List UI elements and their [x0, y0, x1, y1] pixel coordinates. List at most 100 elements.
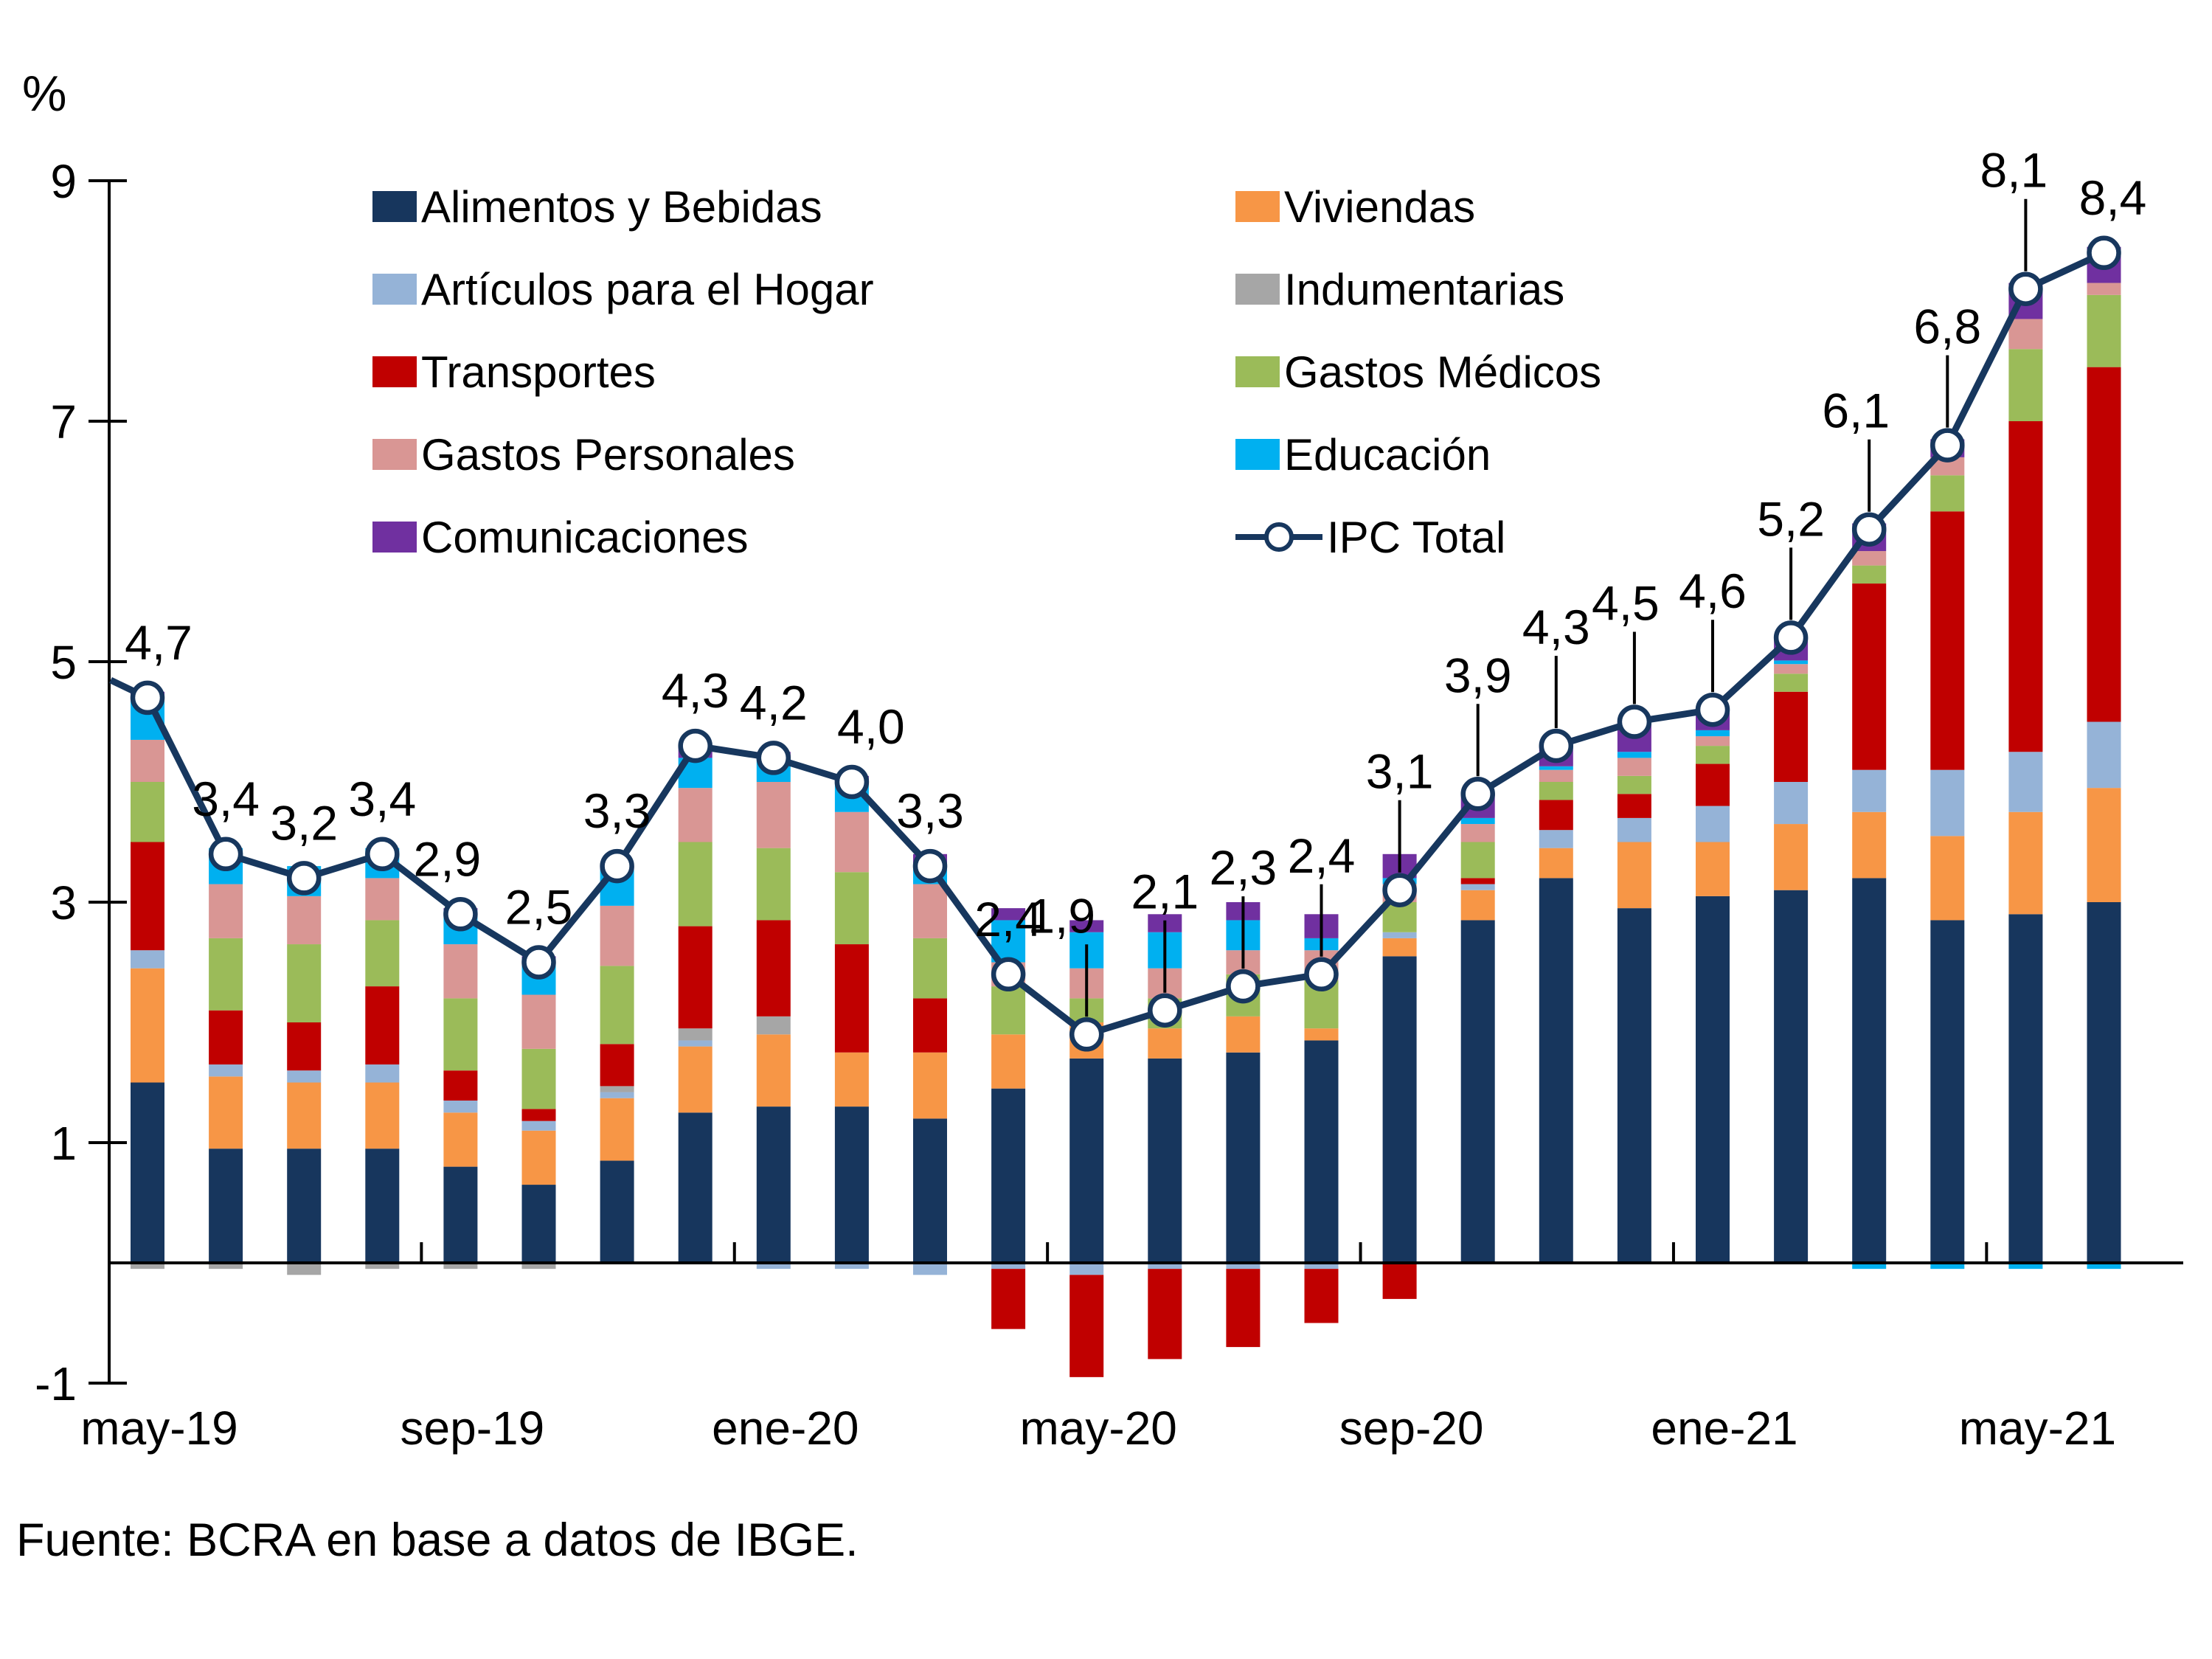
ipc-marker — [600, 848, 634, 884]
bar-segment-jul-19-4 — [287, 1022, 322, 1071]
ipc-marker — [1304, 957, 1339, 992]
bar-segment-may-21-2 — [2008, 752, 2043, 812]
bar-segment-jun-19-6 — [209, 884, 243, 938]
bar-segment-oct-20-7 — [1460, 817, 1495, 825]
bar-segment-nov-19-0 — [600, 1160, 634, 1263]
y-tick-label: -1 — [35, 1357, 77, 1410]
bar-segment-dic-19-2 — [678, 1040, 713, 1047]
bar-segment-ene-20-3 — [756, 1016, 791, 1035]
bar-segment-feb-20-1 — [834, 1052, 869, 1107]
ipc-value-label: 3,3 — [896, 783, 964, 838]
bar-segment-sep-20-4 — [1382, 1263, 1417, 1299]
bar-segment-jun-19-2 — [209, 1064, 243, 1077]
bar-segment-sep-19-0 — [443, 1166, 478, 1263]
bar-segment-mar-20-0 — [913, 1118, 947, 1263]
bar-segment-oct-19-0 — [521, 1185, 556, 1263]
bar-segment-oct-20-0 — [1460, 920, 1495, 1263]
x-tick-label: may-19 — [80, 1402, 238, 1455]
bar-segment-abr-21-4 — [1930, 511, 1965, 770]
x-tick-label: may-21 — [1959, 1402, 2116, 1455]
x-tick-label: ene-20 — [712, 1402, 859, 1455]
bar-segment-abr-21-7 — [1930, 1263, 1965, 1270]
ipc-marker — [912, 848, 948, 884]
bar-segment-may-20-0 — [1069, 1058, 1104, 1263]
bar-segment-ago-19-3 — [365, 1263, 400, 1270]
ipc-value-label: 4,7 — [125, 615, 193, 670]
bar-segment-ene-21-5 — [1696, 746, 1730, 764]
bar-segment-jun-21-0 — [2087, 902, 2121, 1263]
ipc-value-label: 2,4 — [974, 892, 1042, 946]
bar-segment-sep-20-0 — [1382, 956, 1417, 1263]
bar-segment-abr-21-1 — [1930, 836, 1965, 921]
bar-segment-jun-21-6 — [2087, 283, 2121, 295]
bar-segment-sep-19-4 — [443, 1070, 478, 1101]
bar-segment-ago-19-4 — [365, 986, 400, 1065]
ipc-marker — [678, 728, 713, 763]
bar-segment-jun-19-4 — [209, 1010, 243, 1065]
bar-segment-nov-20-0 — [1539, 878, 1573, 1263]
bar-segment-feb-21-4 — [1774, 691, 1809, 782]
bar-segment-may-19-6 — [131, 739, 164, 782]
bar-segment-feb-21-6 — [1774, 664, 1809, 674]
x-tick-label: sep-19 — [401, 1402, 545, 1455]
ipc-marker — [130, 680, 165, 716]
bar-segment-may-21-7 — [2008, 1263, 2043, 1270]
bar-segment-jun-19-0 — [209, 1149, 243, 1263]
bar-segment-jun-20-2 — [1148, 1263, 1182, 1270]
bar-segment-ago-20-2 — [1304, 1263, 1339, 1270]
bar-segment-mar-21-7 — [1852, 1263, 1887, 1270]
bar-segment-dic-19-0 — [678, 1112, 713, 1263]
bar-segment-abr-21-5 — [1930, 475, 1965, 512]
bar-segment-ene-20-6 — [756, 782, 791, 848]
bar-segment-dic-19-5 — [678, 842, 713, 927]
ipc-marker — [521, 945, 556, 980]
bar-segment-dic-20-1 — [1617, 842, 1651, 909]
bar-segment-oct-19-2 — [521, 1121, 556, 1131]
bar-segment-mar-20-6 — [913, 884, 947, 938]
bar-segment-ene-20-2 — [756, 1263, 791, 1270]
bar-segment-ago-19-6 — [365, 878, 400, 921]
bar-segment-jul-19-6 — [287, 896, 322, 945]
bar-segment-nov-19-4 — [600, 1044, 634, 1087]
ipc-value-label: 2,1 — [1131, 865, 1199, 919]
bar-segment-feb-21-2 — [1774, 782, 1809, 825]
ipc-marker — [991, 957, 1026, 992]
y-tick-label: 1 — [50, 1117, 77, 1170]
bar-segment-oct-20-5 — [1460, 842, 1495, 879]
bar-segment-ene-20-4 — [756, 920, 791, 1016]
bar-segment-nov-19-3 — [600, 1086, 634, 1092]
ipc-value-label: 5,2 — [1757, 491, 1825, 546]
bar-segment-nov-20-6 — [1539, 769, 1573, 782]
bar-segment-feb-21-7 — [1774, 660, 1809, 665]
bar-segment-may-21-5 — [2008, 349, 2043, 421]
y-tick-label: 7 — [50, 395, 77, 448]
ipc-marker — [286, 861, 322, 896]
ipc-marker — [1460, 777, 1495, 811]
bar-segment-ene-21-4 — [1696, 763, 1730, 806]
bar-segment-jun-20-4 — [1148, 1269, 1182, 1360]
bar-segment-sep-19-3 — [443, 1263, 478, 1270]
bar-segment-nov-20-7 — [1539, 766, 1573, 770]
bar-segment-jun-20-1 — [1148, 1028, 1182, 1059]
bar-segment-nov-19-5 — [600, 966, 634, 1045]
source-note: Fuente: BCRA en base a datos de IBGE. — [16, 1514, 859, 1566]
bar-segment-may-20-8 — [1069, 920, 1104, 932]
bar-segment-jun-21-1 — [2087, 788, 2121, 902]
y-tick-label: 3 — [50, 876, 77, 929]
bar-segment-jun-21-4 — [2087, 367, 2121, 722]
bar-segment-oct-20-2 — [1460, 884, 1495, 890]
bar-segment-jun-19-1 — [209, 1076, 243, 1149]
bar-segment-mar-20-5 — [913, 938, 947, 999]
bar-segment-jul-19-3 — [287, 1263, 322, 1275]
bar-segment-abr-21-0 — [1930, 920, 1965, 1263]
ipc-value-label: 1,9 — [1027, 888, 1095, 943]
ipc-value-label: 8,1 — [1980, 143, 2048, 198]
bar-segment-may-21-1 — [2008, 811, 2043, 915]
ipc-marker — [1382, 873, 1417, 907]
bar-segment-jul-19-2 — [287, 1070, 322, 1083]
bar-segment-sep-19-1 — [443, 1112, 478, 1167]
bar-segment-may-21-0 — [2008, 914, 2043, 1263]
ipc-marker — [443, 897, 478, 932]
bar-segment-dic-19-3 — [678, 1028, 713, 1041]
